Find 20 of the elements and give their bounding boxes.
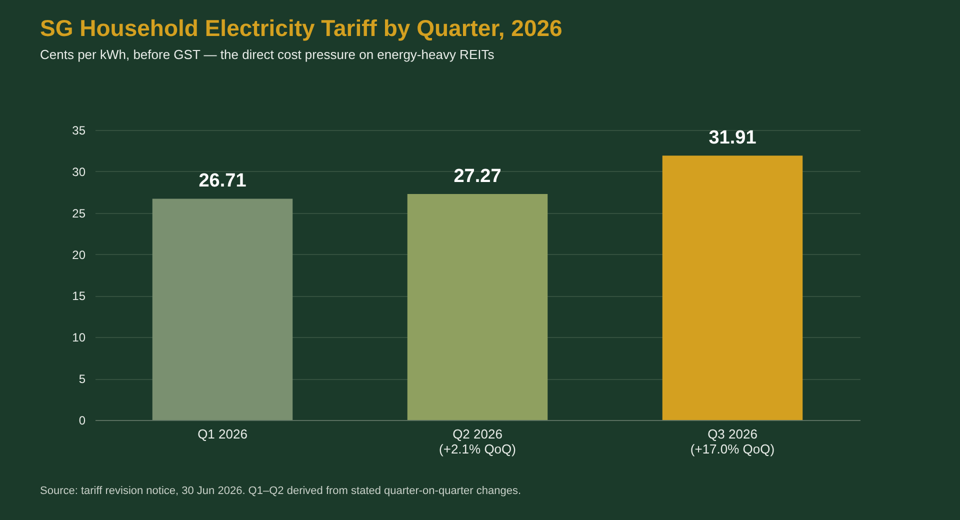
- x-tick-label: Q3 2026 (+17.0% QoQ): [690, 426, 775, 456]
- bar: [662, 156, 803, 420]
- x-tick-label: Q1 2026: [198, 426, 248, 442]
- y-tick-label: 0: [78, 414, 86, 428]
- data-label: 27.27: [454, 166, 502, 188]
- x-tick-label: Q2 2026 (+2.1% QoQ): [439, 426, 516, 456]
- y-tick-label: 20: [72, 248, 86, 262]
- y-tick-label: 30: [72, 164, 86, 179]
- bar: [152, 198, 293, 420]
- y-tick-label: 5: [78, 372, 86, 386]
- y-tick-label: 35: [72, 124, 86, 138]
- y-tick-label: 10: [72, 330, 86, 345]
- bar: [407, 194, 548, 420]
- chart-title: SG Household Electricity Tariff by Quarter, 2026: [40, 15, 562, 41]
- y-tick-label: 15: [72, 289, 86, 304]
- y-tick-label: 25: [72, 206, 86, 220]
- source-note: Source: tariff revision notice, 30 Jun 2026. Q1–Q2 derived from stated quarter-on-quarter changes.: [40, 485, 522, 497]
- data-label: 26.71: [198, 170, 247, 192]
- data-label: 31.91: [708, 128, 757, 149]
- chart-subtitle: Cents per kWh, before GST — the direct cost pressure on energy-heavy REITs: [40, 47, 495, 62]
